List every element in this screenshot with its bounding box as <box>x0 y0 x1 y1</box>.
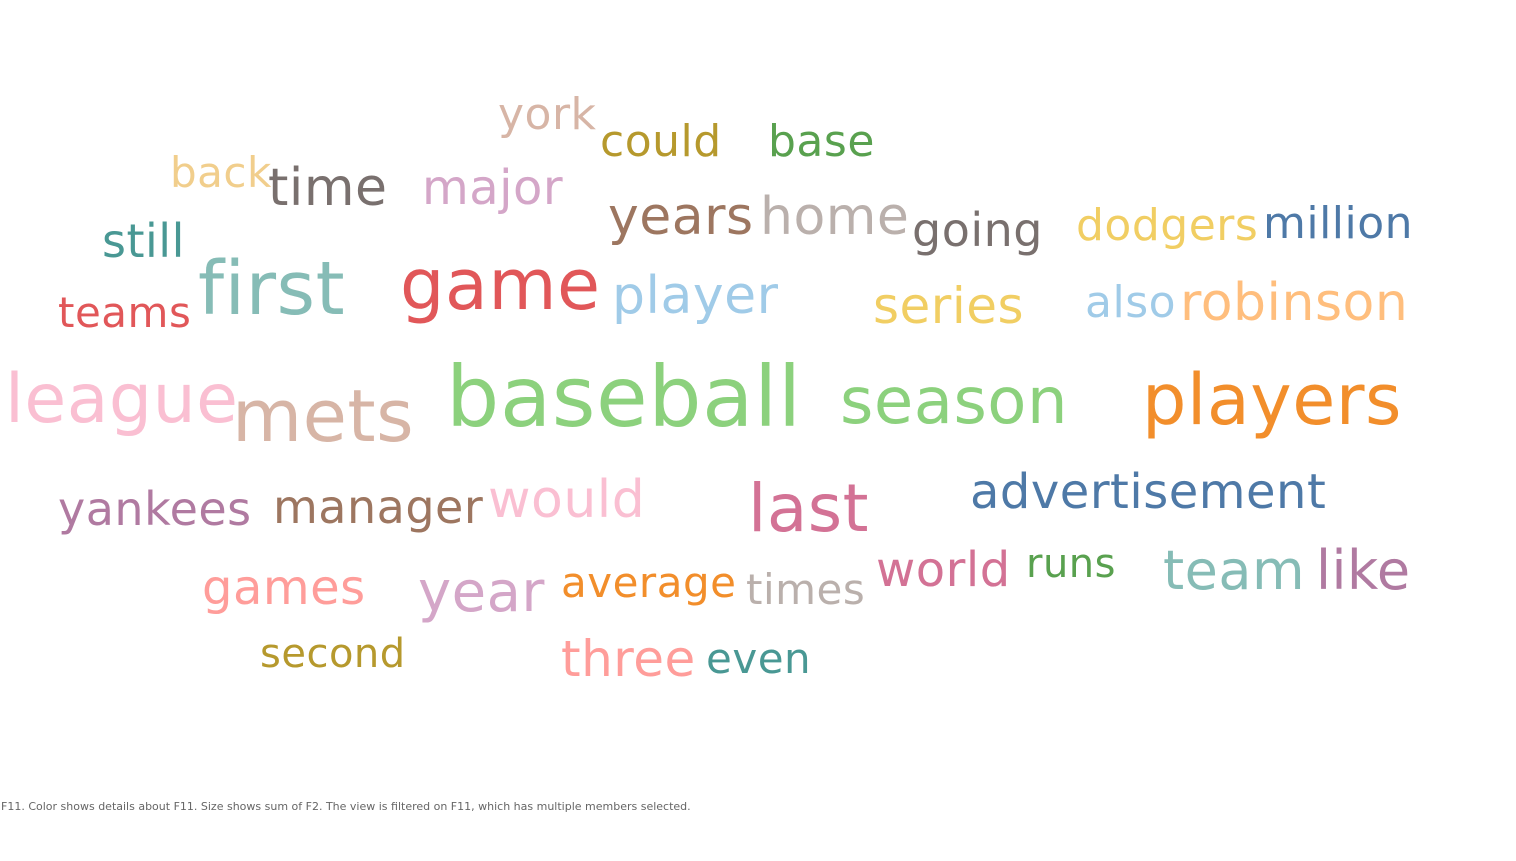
word-base[interactable]: base <box>768 116 875 167</box>
word-million[interactable]: million <box>1263 198 1414 249</box>
word-manager[interactable]: manager <box>273 480 484 534</box>
word-going[interactable]: going <box>912 203 1043 257</box>
word-cloud: york could base back time major years home going… <box>5 89 1414 688</box>
word-league[interactable]: league <box>5 360 239 439</box>
word-players[interactable]: players <box>1142 359 1403 441</box>
word-dodgers[interactable]: dodgers <box>1076 200 1259 251</box>
word-player[interactable]: player <box>612 266 779 326</box>
word-last[interactable]: last <box>748 470 870 547</box>
word-still[interactable]: still <box>102 214 185 268</box>
word-would[interactable]: would <box>488 470 646 530</box>
word-yankees[interactable]: yankees <box>58 482 252 536</box>
word-season[interactable]: season <box>840 365 1068 439</box>
word-robinson[interactable]: robinson <box>1180 273 1409 333</box>
word-even[interactable]: even <box>706 634 812 683</box>
word-world[interactable]: world <box>876 542 1011 598</box>
word-major[interactable]: major <box>422 160 564 216</box>
word-times[interactable]: times <box>746 565 866 614</box>
word-year[interactable]: year <box>418 560 545 625</box>
word-team[interactable]: team <box>1163 539 1306 602</box>
chart-caption: F11. Color shows details about F11. Size… <box>1 800 691 813</box>
word-advertisement[interactable]: advertisement <box>970 464 1327 520</box>
word-teams[interactable]: teams <box>58 288 192 337</box>
word-home[interactable]: home <box>760 187 910 247</box>
word-like[interactable]: like <box>1316 539 1411 602</box>
word-first[interactable]: first <box>198 246 346 332</box>
word-three[interactable]: three <box>561 630 696 688</box>
word-series[interactable]: series <box>873 277 1025 335</box>
word-years[interactable]: years <box>608 187 754 247</box>
word-game[interactable]: game <box>400 244 601 326</box>
word-york[interactable]: york <box>498 89 597 140</box>
word-time[interactable]: time <box>268 158 388 218</box>
word-games[interactable]: games <box>202 560 366 616</box>
word-also[interactable]: also <box>1085 277 1177 328</box>
word-mets[interactable]: mets <box>232 374 415 458</box>
word-back[interactable]: back <box>170 148 272 197</box>
word-average[interactable]: average <box>561 558 737 607</box>
word-baseball[interactable]: baseball <box>446 348 802 446</box>
word-second[interactable]: second <box>260 631 406 677</box>
word-could[interactable]: could <box>600 116 722 167</box>
word-runs[interactable]: runs <box>1026 541 1116 587</box>
